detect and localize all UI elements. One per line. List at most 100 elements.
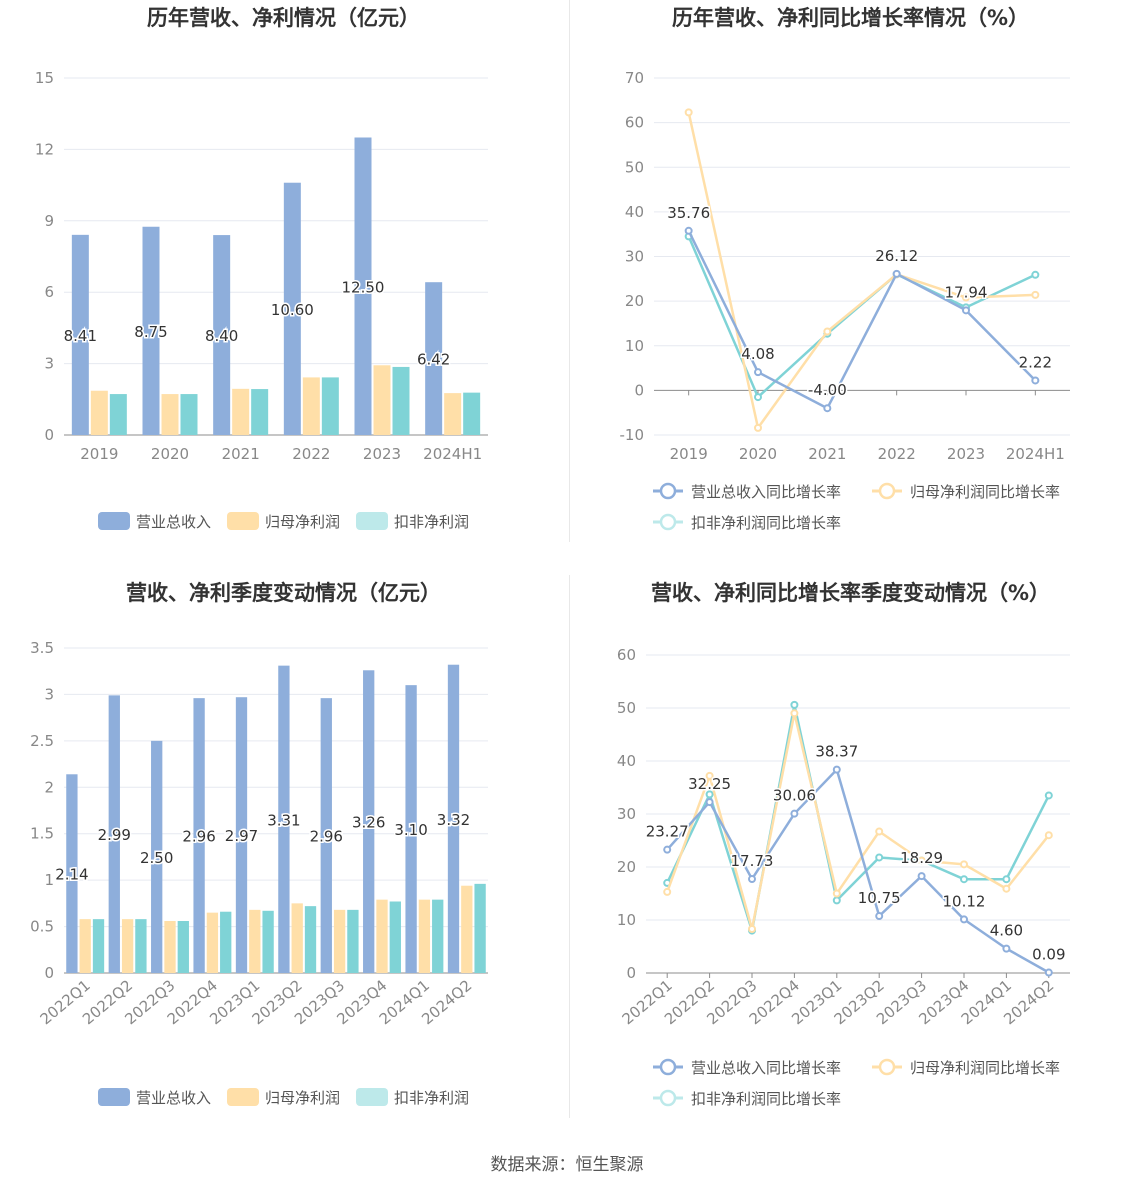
bar-revenue — [283, 182, 301, 435]
legend-label: 归母净利润同比增长率 — [910, 483, 1060, 501]
data-point — [832, 889, 841, 898]
legend-label: 营业总收入 — [136, 513, 211, 531]
data-point — [790, 809, 799, 818]
legend-label: 归母净利润 — [265, 1089, 340, 1107]
series-line-net-profit-growth — [666, 712, 1050, 931]
bar-net-profit — [291, 903, 303, 973]
legend-label: 归母净利润同比增长率 — [910, 1059, 1060, 1077]
y-tick-label: 0 — [634, 381, 644, 399]
y-tick-label: 0.5 — [30, 918, 54, 936]
y-tick-label: 9 — [44, 212, 54, 230]
point-value-label: 35.76 — [667, 204, 710, 222]
bar-net-profit — [232, 388, 250, 435]
bar-deducted-profit — [321, 377, 339, 435]
point-value-label: 23.27 — [646, 823, 689, 841]
data-point — [1044, 831, 1053, 840]
chart-title: 营收、净利季度变动情况（亿元） — [126, 581, 441, 605]
legend-swatch — [98, 1088, 130, 1106]
annual-amount-chart: 历年营收、净利情况（亿元） 0 3 6 9 12 15 2019 2020 2021 2022 202… — [0, 0, 567, 560]
x-tick-label: 2020 — [739, 445, 777, 463]
data-point — [1044, 791, 1053, 800]
bar-net-profit — [249, 909, 261, 973]
data-point — [1002, 944, 1011, 953]
point-value-label: 4.08 — [741, 345, 774, 363]
x-tick-label: 2019 — [670, 445, 708, 463]
data-point — [1031, 290, 1040, 299]
legend-label: 扣非净利润 — [394, 1089, 469, 1107]
bar-deducted-profit — [177, 921, 189, 973]
bar-value-label: 3.32 — [437, 811, 470, 829]
bar-revenue — [447, 664, 460, 973]
legend-swatch — [227, 1088, 259, 1106]
bar-deducted-profit — [92, 919, 105, 973]
bar-net-profit — [121, 919, 134, 973]
bar-revenue — [108, 695, 120, 973]
bar-net-profit — [79, 919, 91, 973]
x-tick-label: 2019 — [80, 445, 118, 463]
bar-value-label: 2.99 — [98, 826, 131, 844]
legend-label: 营业总收入同比增长率 — [691, 483, 841, 501]
point-value-label: 26.12 — [875, 247, 918, 265]
x-tick-label: 2022 — [292, 445, 330, 463]
y-tick-label: 40 — [625, 203, 644, 221]
point-value-label: 10.75 — [858, 889, 901, 907]
bar-revenue — [193, 698, 205, 973]
bar-value-label: 2.96 — [310, 828, 343, 846]
legend-swatch — [356, 1088, 388, 1106]
y-tick-label: 60 — [617, 646, 636, 664]
data-point — [748, 925, 756, 934]
bar-net-profit — [376, 899, 388, 973]
vertical-divider-top — [569, 0, 570, 542]
data-point — [823, 404, 832, 413]
y-tick-label: 10 — [617, 911, 636, 929]
data-point — [1031, 270, 1040, 279]
bar-net-profit — [164, 921, 176, 973]
bar-value-label: 2.97 — [225, 827, 258, 845]
x-tick-label: 2022 — [878, 445, 916, 463]
vertical-divider-bottom — [569, 575, 570, 1118]
bar-net-profit — [302, 377, 320, 435]
x-tick-label: 2023 — [363, 445, 401, 463]
y-tick-label: 2.5 — [30, 732, 54, 750]
bar-deducted-profit — [432, 899, 444, 973]
data-point — [832, 765, 841, 774]
data-source: 数据来源：恒生聚源 — [490, 1155, 644, 1175]
y-tick-label: 1.5 — [30, 825, 54, 843]
bar-value-label: 2.50 — [140, 849, 173, 867]
point-value-label: 10.12 — [943, 892, 986, 910]
bar-net-profit — [373, 365, 391, 435]
bar-revenue — [405, 685, 417, 973]
series-line-revenue-growth — [666, 768, 1050, 974]
y-tick-label: 30 — [625, 248, 644, 266]
data-point — [663, 887, 672, 896]
y-tick-label: 30 — [617, 805, 636, 823]
y-tick-label: 0 — [626, 964, 636, 982]
bar-deducted-profit — [392, 366, 410, 435]
bar-revenue — [278, 665, 290, 973]
data-point — [1002, 875, 1011, 884]
point-value-label: 30.06 — [773, 787, 816, 805]
bar-revenue — [425, 282, 443, 435]
bar-deducted-profit — [251, 389, 269, 435]
legend-swatch — [98, 512, 130, 530]
point-value-label: 17.94 — [945, 283, 988, 301]
x-tick-label: 2024H1 — [423, 445, 482, 463]
bar-revenue — [235, 697, 248, 973]
x-tick-label: 2023 — [947, 445, 985, 463]
data-point — [790, 700, 799, 709]
y-tick-label: 1 — [44, 871, 54, 889]
legend-marker — [659, 1089, 677, 1107]
x-tick-label: 2020 — [151, 445, 189, 463]
bar-value-label: 3.31 — [267, 811, 300, 829]
data-point — [832, 896, 841, 905]
chart-title: 营收、净利同比增长率季度变动情况（%） — [651, 581, 1050, 605]
bar-revenue — [142, 226, 160, 435]
bar-revenue — [151, 740, 163, 973]
annual-growth-chart: 历年营收、净利同比增长率情况（%） -10 0 10 20 30 40 50 60 70 2019 2… — [567, 0, 1134, 560]
data-point — [962, 293, 970, 302]
data-point — [875, 827, 884, 836]
bar-revenue — [363, 670, 375, 973]
bar-deducted-profit — [109, 394, 127, 435]
legend-label: 归母净利润 — [265, 513, 340, 531]
data-point — [705, 771, 714, 780]
